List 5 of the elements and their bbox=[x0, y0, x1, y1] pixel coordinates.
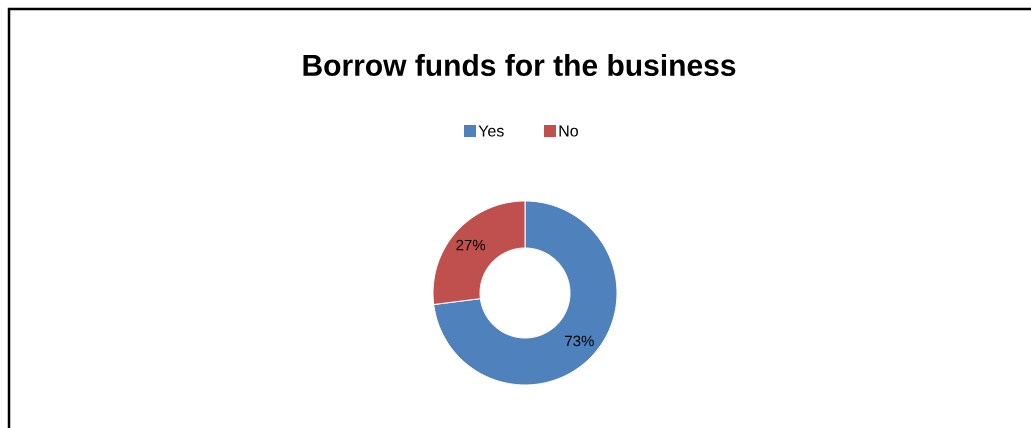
legend-label: Yes bbox=[478, 125, 504, 137]
data-label: 73% bbox=[565, 335, 594, 347]
data-label: 27% bbox=[456, 239, 486, 251]
chart-title: Borrow funds for the business bbox=[303, 53, 736, 77]
legend-label: No bbox=[559, 125, 578, 137]
